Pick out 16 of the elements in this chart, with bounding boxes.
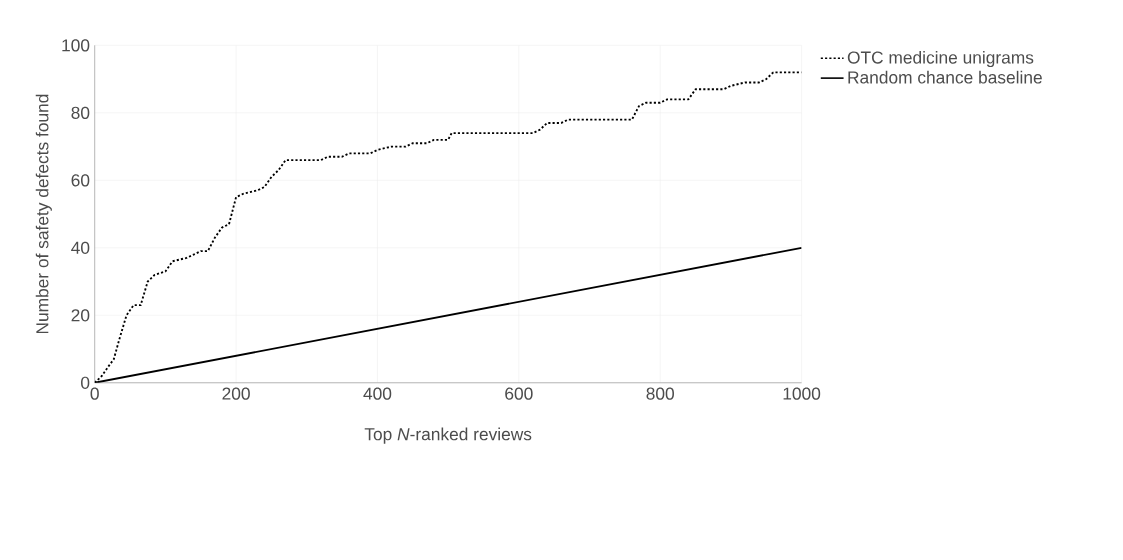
x-tick-label: 600 xyxy=(505,387,533,400)
y-tick-label: 60 xyxy=(71,174,90,187)
y-tick-label: 80 xyxy=(71,106,90,119)
x-axis-title: Top N-ranked reviews xyxy=(364,427,532,444)
y-tick-label: 100 xyxy=(62,39,90,52)
x-tick-label: 1000 xyxy=(783,387,821,400)
x-tick-label: 200 xyxy=(222,387,250,400)
legend-label: OTC medicine unigrams xyxy=(847,50,1034,68)
x-tick-label: 800 xyxy=(646,387,674,400)
y-axis-title: Number of safety defects found xyxy=(35,94,52,334)
y-tick-label: 0 xyxy=(81,376,90,389)
y-tick-label: 40 xyxy=(71,241,90,254)
y-tick-label: 20 xyxy=(71,309,90,322)
x-tick-label: 400 xyxy=(363,387,392,400)
x-tick-label: 0 xyxy=(90,387,99,400)
legend-label: Random chance baseline xyxy=(848,70,1042,84)
